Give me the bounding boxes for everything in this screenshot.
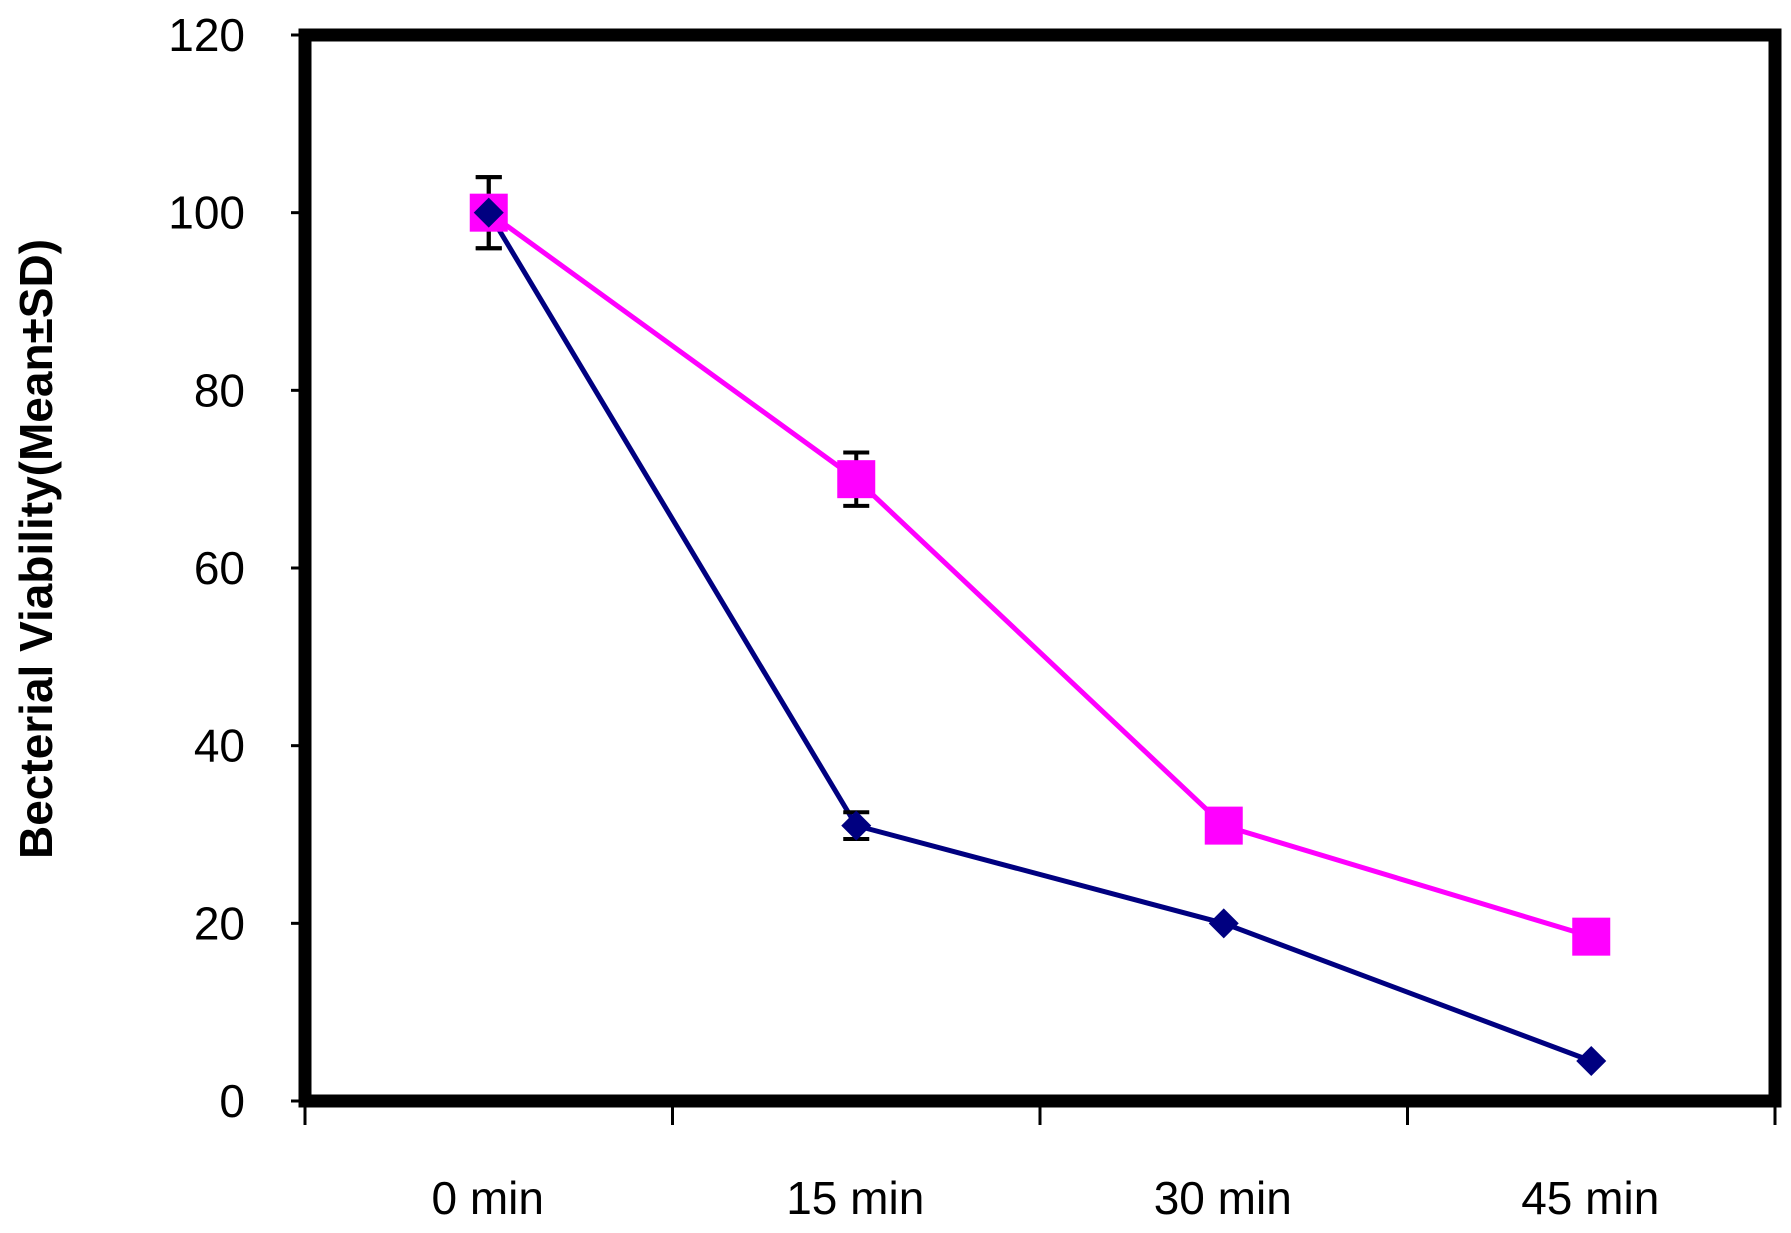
y-tick-label: 40: [194, 720, 245, 772]
x-tick-label: 15 min: [786, 1172, 924, 1224]
x-tick-label: 0 min: [432, 1172, 544, 1224]
y-tick-label: 60: [194, 542, 245, 594]
data-point-diamond: [1576, 1046, 1607, 1077]
x-tick-label: 45 min: [1521, 1172, 1659, 1224]
error-bars: [475, 175, 870, 841]
series-line: [487, 210, 1592, 940]
series-lines: [486, 210, 1593, 1064]
plot-area-frame: [298, 28, 1782, 1108]
x-tick-labels: 0 min 15 min 30 min 45 min: [432, 1172, 1660, 1224]
data-point-diamond: [473, 197, 504, 228]
y-tick-label: 20: [194, 897, 245, 949]
data-point-diamond: [841, 810, 872, 841]
y-tick-label: 80: [194, 364, 245, 416]
x-tick-label: 30 min: [1154, 1172, 1292, 1224]
data-point-square: [1204, 806, 1243, 845]
data-markers: [469, 193, 1611, 1077]
data-point-square: [837, 460, 876, 499]
y-tick-labels: 0 20 40 60 80 100 120: [168, 9, 245, 1127]
y-tick-label: 0: [219, 1075, 245, 1127]
data-point-diamond: [1208, 908, 1239, 939]
y-axis-title: Becterial Viability(Mean±SD): [10, 239, 62, 859]
data-point-square: [1572, 917, 1611, 956]
series-line: [486, 211, 1593, 1064]
y-tick-label: 120: [168, 9, 245, 61]
tick-marks: [291, 33, 1777, 1125]
y-tick-label: 100: [168, 187, 245, 239]
